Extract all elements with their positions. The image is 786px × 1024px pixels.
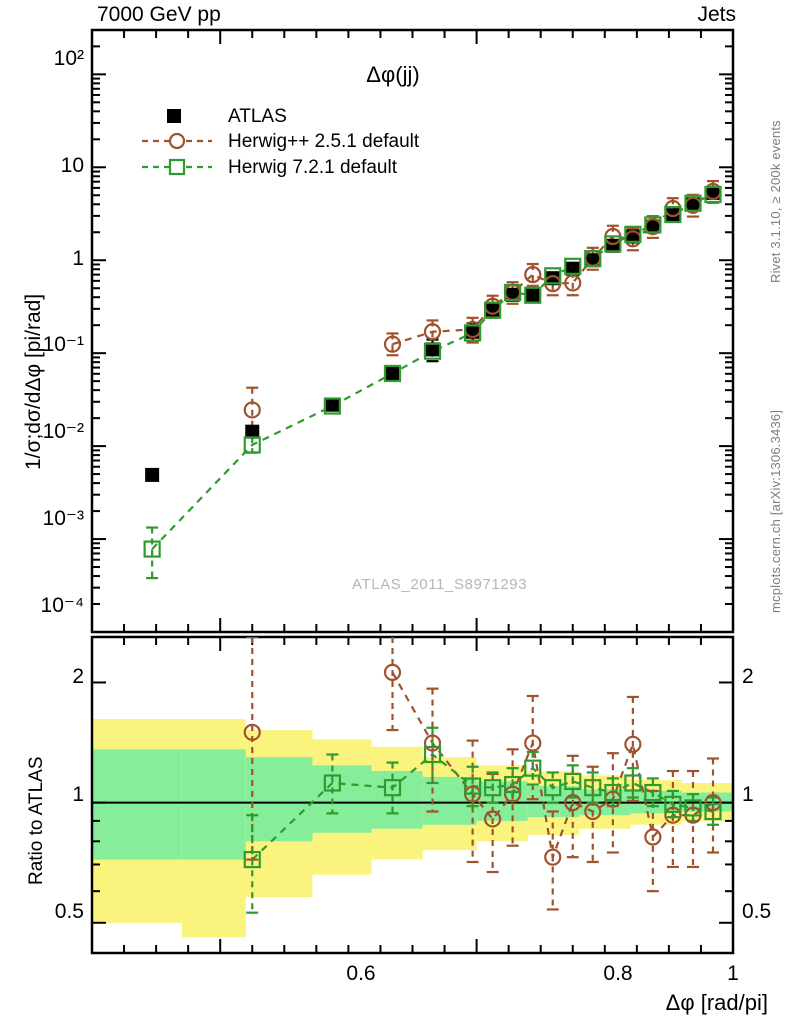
ratio-ytick-1-right: 1 [742,783,754,806]
header-left-beam-label: 7000 GeV pp [97,3,221,26]
header-right-process-label: Jets [697,3,736,26]
legend-marker-filled-square [167,109,181,123]
legend-item-herwig7[interactable]: Herwig 7.2.1 default [140,154,419,180]
legend-item-herwigpp[interactable]: Herwig++ 2.5.1 default [140,128,419,154]
xtick-08: 0.8 [603,962,633,985]
main-ytick-1em3: 10⁻³ [42,507,84,530]
legend-label-atlas: ATLAS [228,105,287,127]
inter-panel-droplines [152,32,252,630]
main-ytick-1em1: 10⁻¹ [42,333,84,356]
legend-marker-open-circle [142,132,212,150]
ratio-ytick-2-left: 2 [72,665,84,688]
legend: ATLAS Herwig++ 2.5.1 default Herwig 7.2.… [140,104,419,180]
ratio-ytick-1-left: 1 [72,783,84,806]
main-plot-title: Δφ(jj) [366,62,420,87]
main-panel-data [143,180,722,580]
main-ytick-10: 10 [60,154,84,177]
xtick-06: 0.6 [346,962,376,985]
x-axis-label: Δφ [rad/pi] [665,990,768,1015]
ratio-ytick-05-left: 0.5 [54,900,84,923]
xtick-1: 1 [727,962,739,985]
legend-label-herwig7: Herwig 7.2.1 default [228,156,397,178]
ratio-ytick-05-right: 0.5 [742,900,772,923]
legend-label-herwigpp: Herwig++ 2.5.1 default [228,130,420,152]
main-ytick-1em2: 10⁻² [42,420,84,443]
main-ytick-1e2: 10² [53,47,84,70]
legend-item-atlas[interactable]: ATLAS [140,104,419,128]
ratio-panel-data [243,637,722,914]
analysis-watermark: ATLAS_2011_S8971293 [352,576,528,593]
ratio-panel-frame [90,635,735,955]
ratio-ytick-2-right: 2 [742,665,754,688]
main-panel-frame [90,28,735,634]
main-ytick-1em4: 10⁻⁴ [40,594,84,617]
legend-marker-open-square [142,158,212,176]
main-ytick-1: 1 [72,247,84,270]
